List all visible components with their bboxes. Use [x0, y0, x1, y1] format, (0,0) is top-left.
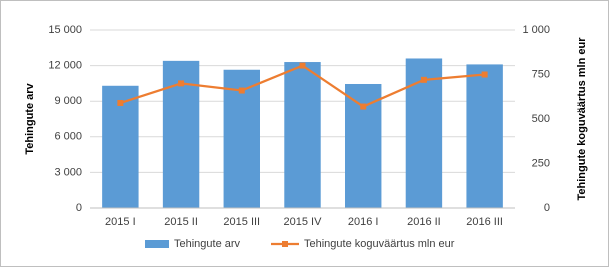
legend-label: Tehingute arv	[174, 238, 241, 250]
legend-label: Tehingute koguväärtus mln eur	[304, 238, 455, 250]
y-tick-label: 3 000	[54, 166, 82, 178]
bar	[345, 83, 382, 208]
y-tick-label: 9 000	[54, 95, 82, 107]
y2-tick-label: 0	[544, 202, 550, 214]
line-marker	[420, 76, 427, 83]
line-marker	[299, 62, 306, 69]
x-tick-label: 2016 II	[407, 216, 441, 228]
line-marker	[117, 99, 124, 106]
y2-axis-title: Tehingute koguväärtus mln eur	[576, 37, 588, 201]
y2-tick-label: 1 000	[522, 24, 550, 36]
y2-tick-label: 250	[532, 157, 550, 169]
bar	[405, 58, 443, 209]
bar	[466, 64, 503, 208]
y2-tick-label: 750	[532, 68, 550, 80]
y-tick-label: 6 000	[54, 131, 82, 143]
line-marker	[178, 80, 185, 87]
y-axis-title: Tehingute arv	[24, 82, 36, 154]
y2-tick-label: 500	[532, 113, 550, 125]
bar	[102, 85, 139, 208]
line-marker	[481, 71, 488, 78]
bar	[284, 62, 321, 208]
x-tick-label: 2015 III	[223, 216, 260, 228]
y-tick-label: 15 000	[48, 24, 82, 36]
line-marker	[360, 103, 367, 110]
line-marker	[238, 87, 245, 94]
legend-swatch	[145, 240, 169, 248]
y-tick-label: 12 000	[48, 60, 82, 72]
legend-marker	[282, 241, 288, 247]
x-tick-label: 2016 I	[348, 216, 379, 228]
x-tick-label: 2015 II	[164, 216, 198, 228]
x-tick-label: 2016 III	[466, 216, 503, 228]
x-tick-label: 2015 I	[105, 216, 136, 228]
x-tick-label: 2015 IV	[284, 216, 323, 228]
y-tick-label: 0	[76, 202, 82, 214]
